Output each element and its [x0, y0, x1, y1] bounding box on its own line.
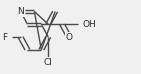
Text: N: N [17, 7, 24, 16]
Text: O: O [66, 32, 72, 42]
Text: Cl: Cl [44, 58, 53, 67]
Text: F: F [2, 32, 7, 42]
Text: OH: OH [83, 20, 96, 29]
